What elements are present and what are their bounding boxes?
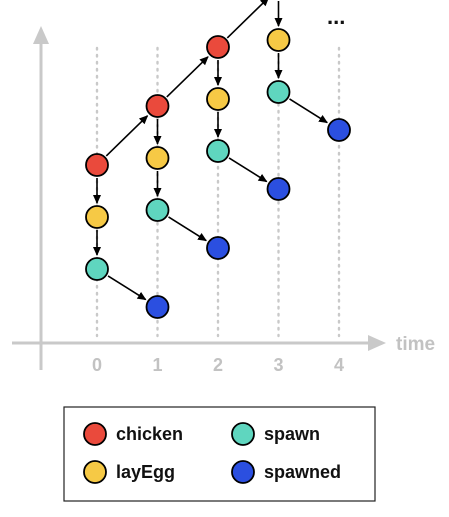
edge-10-11 [228, 157, 268, 183]
tick-label-2: 2 [213, 355, 223, 375]
spawned-node-t2 [206, 236, 230, 260]
legend-swatch-layEgg [83, 460, 107, 484]
tick-label-0: 0 [92, 355, 102, 375]
legend-label-spawn: spawn [264, 424, 320, 444]
axes: time [12, 26, 435, 370]
tick-label-1: 1 [152, 355, 162, 375]
spawn-node-t0 [85, 257, 109, 281]
spawned-node-t4 [327, 118, 351, 142]
layEgg-node-t3 [266, 28, 291, 52]
continuation-ellipsis: ... [327, 4, 345, 29]
legend: chicken spawn layEgg spawned [63, 406, 376, 502]
legend-label-layEgg: layEgg [116, 462, 175, 482]
edge-6-7 [168, 216, 207, 242]
spawn-node-t3 [266, 80, 291, 104]
tick-label-4: 4 [334, 355, 344, 375]
edge-0-4 [105, 115, 149, 157]
spawn-node-t2 [206, 139, 230, 163]
chicken-node-t2 [206, 35, 230, 59]
chicken-node-t1 [145, 94, 170, 118]
y-axis-arrowhead [33, 26, 49, 44]
legend-swatch-spawned [231, 460, 255, 484]
legend-swatch-chicken [83, 422, 107, 446]
edges [93, 0, 328, 301]
edge-2-3 [107, 275, 147, 301]
x-axis-arrowhead [368, 335, 386, 351]
legend-box [63, 406, 376, 502]
legend-swatch-spawn [231, 422, 255, 446]
chicken-node-t0 [85, 153, 109, 177]
legend-label-spawned: spawned [264, 462, 341, 482]
edge-8-12 [226, 0, 270, 39]
edge-4-8 [166, 56, 209, 98]
spawned-node-t3 [266, 177, 291, 201]
legend-label-chicken: chicken [116, 424, 183, 444]
tick-label-3: 3 [273, 355, 283, 375]
layEgg-node-t2 [206, 87, 230, 111]
spawned-node-t1 [145, 295, 170, 319]
edge-14-15 [289, 98, 328, 124]
spawn-node-t1 [145, 198, 170, 222]
time-tick-labels: 0 1 2 3 4 [92, 355, 344, 375]
nodes [85, 28, 351, 319]
x-axis-label: time [396, 334, 435, 355]
layEgg-node-t1 [145, 146, 170, 170]
layEgg-node-t0 [85, 205, 109, 229]
